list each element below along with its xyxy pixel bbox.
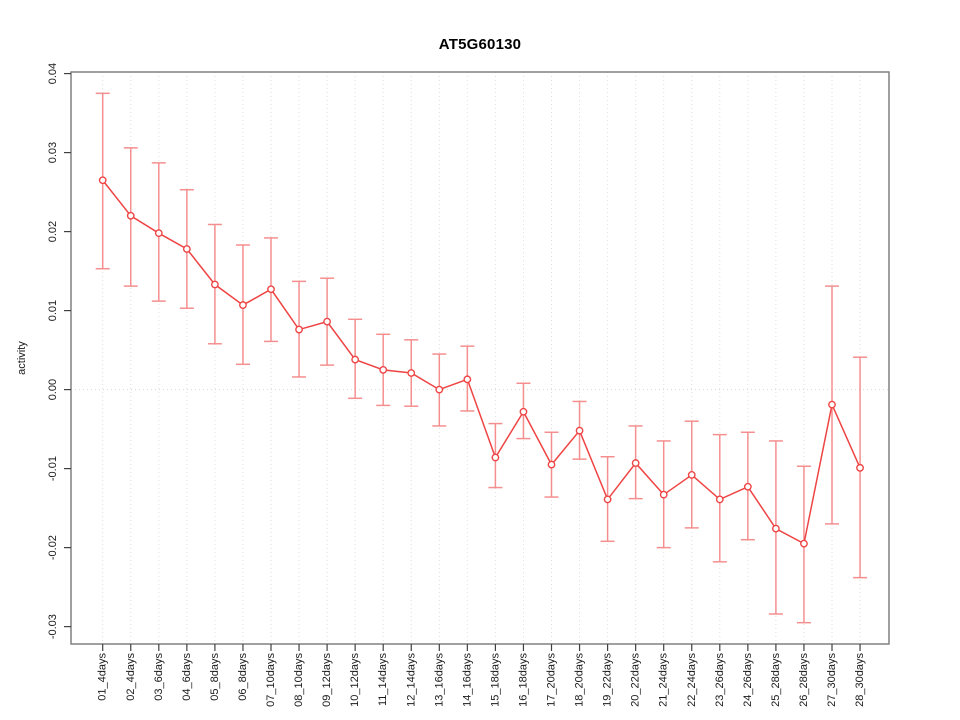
- data-point: [295, 325, 303, 334]
- x-tick-label: 25_28days: [770, 653, 782, 707]
- x-tick-label: 18_20days: [574, 653, 586, 707]
- data-point: [603, 495, 612, 504]
- data-point: [491, 453, 500, 462]
- x-tick-label: 15_18days: [489, 653, 501, 707]
- x-tick-label: 24_26days: [742, 653, 754, 707]
- data-point: [182, 245, 191, 253]
- x-tick-label: 19_22days: [602, 653, 614, 707]
- x-tick-label: 20_22days: [630, 653, 642, 707]
- data-point: [828, 400, 836, 409]
- y-tick-label: -0.01: [47, 456, 59, 481]
- y-tick-label: 0.02: [47, 221, 59, 242]
- x-tick-label: 22_24days: [686, 653, 698, 707]
- x-tick-label: 28_30days: [854, 653, 866, 707]
- data-point: [323, 317, 331, 326]
- y-tick-label: 0.03: [47, 142, 59, 163]
- x-tick-label: 13_16days: [433, 653, 445, 707]
- data-point: [126, 211, 135, 220]
- x-tick-label: 10_12days: [349, 653, 361, 707]
- x-tick-label: 12_14days: [405, 653, 417, 707]
- data-point: [98, 176, 107, 185]
- x-tick-label: 05_8days: [209, 653, 221, 701]
- y-tick-label: 0.04: [47, 63, 59, 84]
- data-point: [407, 369, 416, 377]
- data-point: [687, 471, 696, 479]
- x-tick-label: 16_18days: [517, 653, 529, 707]
- data-point: [575, 426, 584, 435]
- x-tick-label: 08_10days: [293, 653, 305, 707]
- x-tick-label: 14_16days: [461, 653, 473, 707]
- data-point: [715, 495, 724, 504]
- y-tick-label: 0.00: [47, 379, 59, 400]
- data-point: [547, 460, 556, 469]
- x-tick-label: 11_14days: [377, 653, 389, 707]
- x-tick-label: 23_26days: [714, 653, 726, 707]
- data-point: [743, 482, 752, 491]
- x-tick-label: 27_30days: [826, 653, 838, 707]
- data-point: [856, 463, 864, 472]
- x-tick-label: 06_8days: [237, 653, 249, 701]
- x-tick-label: 26_28days: [798, 653, 810, 707]
- x-tick-label: 21_24days: [658, 653, 670, 707]
- y-tick-label: -0.03: [47, 614, 59, 639]
- data-point: [267, 285, 275, 294]
- data-point: [519, 407, 528, 416]
- data-point: [659, 490, 668, 499]
- data-point: [379, 365, 388, 374]
- data-point: [435, 385, 444, 394]
- x-tick-label: 09_12days: [321, 653, 333, 707]
- plot-frame: [70, 71, 890, 645]
- data-point: [239, 301, 247, 309]
- data-point: [154, 229, 163, 238]
- x-tick-label: 04_6days: [181, 653, 193, 701]
- y-tick-label: 0.01: [47, 300, 59, 321]
- data-point: [210, 280, 219, 289]
- x-tick-label: 01_4days: [97, 653, 109, 701]
- y-tick-label: -0.02: [47, 535, 59, 560]
- x-tick-label: 03_6days: [153, 653, 165, 701]
- data-point: [463, 375, 472, 384]
- x-tick-label: 17_20days: [546, 653, 558, 707]
- chart-title: AT5G60130: [438, 36, 522, 53]
- data-point: [631, 459, 640, 467]
- x-tick-label: 07_10days: [265, 653, 277, 707]
- series-line: [102, 179, 861, 545]
- data-point: [772, 524, 780, 533]
- y-axis-label: activity: [16, 341, 28, 375]
- data-point: [800, 539, 808, 548]
- data-point: [351, 355, 360, 364]
- x-tick-label: 02_4days: [125, 653, 137, 701]
